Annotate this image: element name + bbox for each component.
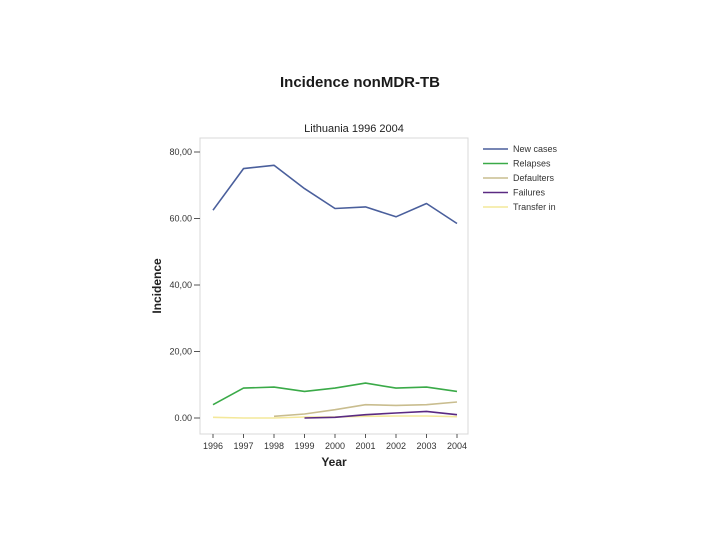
plot-frame — [199, 137, 469, 435]
x-axis-title: Year — [321, 455, 347, 469]
slide-title: Incidence nonMDR-TB — [280, 74, 440, 91]
y-tick-label: 20,00 — [169, 347, 192, 357]
x-tick-label: 2003 — [416, 441, 436, 451]
y-tick-label: 40,00 — [169, 280, 192, 290]
series-line-defaulters — [273, 401, 458, 418]
x-tick-label: 2002 — [386, 441, 406, 451]
y-axis-title: Incidence — [150, 258, 164, 314]
y-tick-label: 0.00 — [174, 413, 192, 423]
x-tick-label: 1997 — [233, 441, 253, 451]
x-axis: 1996 1997 1998 1999 2000 2001 2002 2003 2004 — [203, 434, 467, 451]
y-tick-label: 80,00 — [169, 147, 192, 157]
x-tick-label: 1998 — [264, 441, 284, 451]
legend-label: New cases — [513, 144, 558, 154]
legend-label: Relapses — [513, 159, 551, 169]
x-tick-label: 2001 — [355, 441, 375, 451]
series-line-relapses — [212, 382, 458, 406]
x-tick-label: 1999 — [294, 441, 314, 451]
chart-title: Lithuania 1996 2004 — [304, 123, 404, 135]
legend: New cases Relapses Defaulters Failures Trans… — [483, 144, 558, 212]
legend-label: Transfer in — [513, 202, 556, 212]
series-line-failures — [304, 410, 458, 419]
y-axis: 0.00 20,00 40,00 60.00 80,00 — [169, 147, 200, 423]
legend-label: Failures — [513, 188, 546, 198]
x-tick-label: 2004 — [447, 441, 467, 451]
legend-label: Defaulters — [513, 173, 555, 183]
series-line-new-cases — [212, 164, 458, 225]
series-lines — [212, 164, 458, 419]
y-tick-label: 60.00 — [169, 214, 192, 224]
x-tick-label: 1996 — [203, 441, 223, 451]
x-tick-label: 2000 — [325, 441, 345, 451]
